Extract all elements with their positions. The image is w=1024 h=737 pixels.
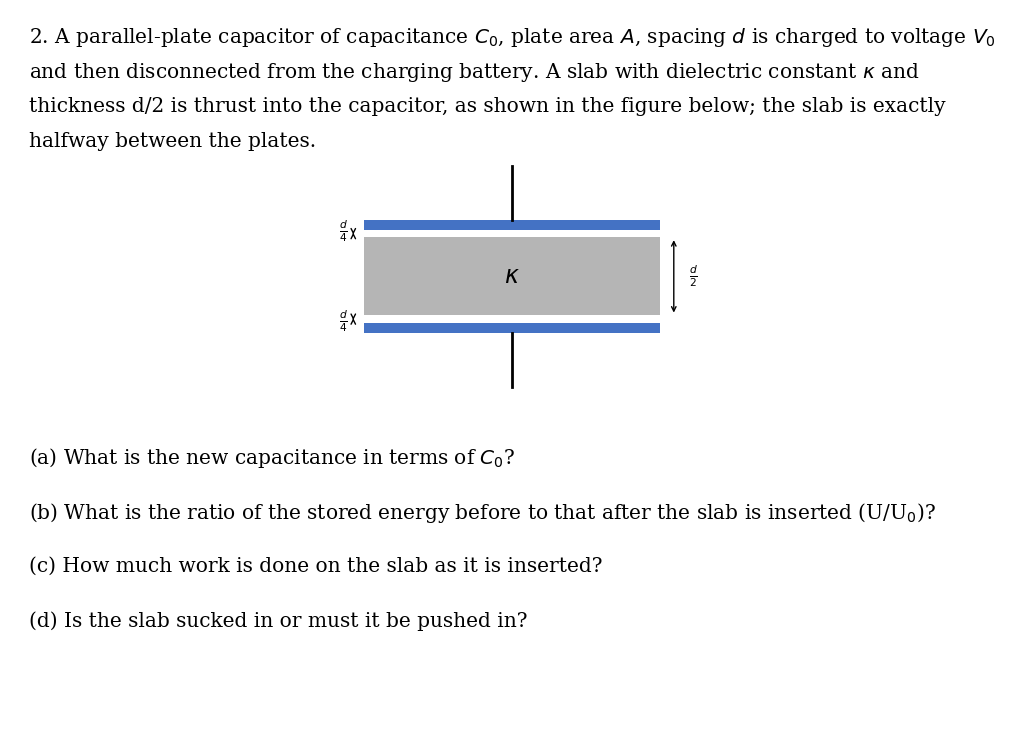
Bar <box>364 237 660 315</box>
Text: 2. A parallel-plate capacitor of capacitance $C_0$, plate area $A$, spacing $d$ : 2. A parallel-plate capacitor of capacit… <box>29 26 995 49</box>
Text: $\frac{d}{4}$: $\frac{d}{4}$ <box>339 309 348 334</box>
Text: halfway between the plates.: halfway between the plates. <box>29 132 315 151</box>
Text: (a) What is the new capacitance in terms of $C_0$?: (a) What is the new capacitance in terms… <box>29 446 515 470</box>
Text: $\frac{d}{4}$: $\frac{d}{4}$ <box>339 219 348 244</box>
Text: $\frac{d}{2}$: $\frac{d}{2}$ <box>689 264 698 289</box>
Bar <box>364 323 660 333</box>
Text: (c) How much work is done on the slab as it is inserted?: (c) How much work is done on the slab as… <box>29 556 602 576</box>
Bar <box>364 220 660 230</box>
Text: (d) Is the slab sucked in or must it be pushed in?: (d) Is the slab sucked in or must it be … <box>29 612 527 632</box>
Text: $\kappa$: $\kappa$ <box>504 265 520 288</box>
Text: and then disconnected from the charging battery. A slab with dielectric constant: and then disconnected from the charging … <box>29 61 920 84</box>
Text: thickness d/2 is thrust into the capacitor, as shown in the figure below; the sl: thickness d/2 is thrust into the capacit… <box>29 97 945 116</box>
Text: (b) What is the ratio of the stored energy before to that after the slab is inse: (b) What is the ratio of the stored ener… <box>29 501 936 525</box>
